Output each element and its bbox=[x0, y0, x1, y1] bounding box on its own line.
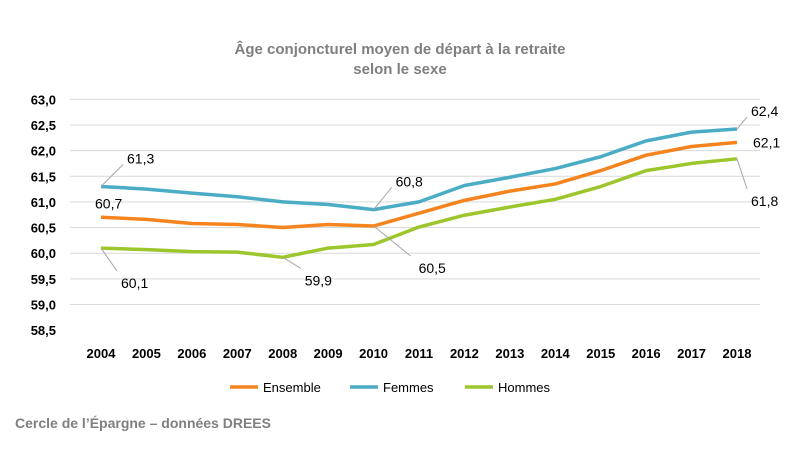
x-tick-label: 2007 bbox=[223, 346, 252, 361]
y-tick-label: 59,5 bbox=[31, 272, 56, 287]
legend-label: Femmes bbox=[383, 380, 434, 395]
data-label: 60,1 bbox=[121, 275, 148, 291]
y-tick-label: 60,5 bbox=[31, 221, 56, 236]
leader-line bbox=[100, 247, 118, 272]
data-label: 62,4 bbox=[751, 103, 778, 119]
x-tick-label: 2006 bbox=[177, 346, 206, 361]
leader-line bbox=[736, 116, 748, 130]
y-tick-label: 63,0 bbox=[31, 92, 56, 107]
x-tick-label: 2015 bbox=[586, 346, 615, 361]
x-tick-label: 2018 bbox=[723, 346, 752, 361]
y-tick-label: 59,0 bbox=[31, 298, 56, 313]
x-tick-label: 2012 bbox=[450, 346, 479, 361]
x-tick-label: 2013 bbox=[495, 346, 524, 361]
y-tick-label: 61,5 bbox=[31, 169, 56, 184]
x-tick-label: 2008 bbox=[268, 346, 297, 361]
leader-line bbox=[100, 164, 124, 187]
y-tick-label: 62,0 bbox=[31, 144, 56, 159]
x-tick-label: 2010 bbox=[359, 346, 388, 361]
leader-line bbox=[373, 187, 392, 210]
series-line-hommes bbox=[100, 157, 738, 260]
chart-title: Âge conjoncturel moyen de départ à la re… bbox=[235, 40, 566, 58]
leader-line bbox=[373, 225, 411, 257]
data-label: 61,3 bbox=[127, 151, 154, 167]
data-label: 60,8 bbox=[396, 174, 423, 190]
data-label: 60,5 bbox=[419, 260, 446, 276]
series-line-ensemble bbox=[100, 140, 738, 230]
y-tick-label: 60,0 bbox=[31, 246, 56, 261]
y-tick-label: 58,5 bbox=[31, 323, 56, 338]
x-tick-label: 2014 bbox=[541, 346, 571, 361]
source-note: Cercle de l’Épargne – données DREES bbox=[15, 415, 271, 431]
x-tick-label: 2017 bbox=[677, 346, 706, 361]
series-line-femmes bbox=[100, 127, 738, 212]
legend-label: Ensemble bbox=[263, 380, 321, 395]
chart-subtitle: selon le sexe bbox=[353, 61, 446, 78]
legend-label: Hommes bbox=[498, 380, 551, 395]
data-label: 61,8 bbox=[751, 193, 778, 209]
x-tick-label: 2016 bbox=[632, 346, 661, 361]
data-label: 60,7 bbox=[95, 195, 122, 211]
y-tick-label: 61,0 bbox=[31, 195, 56, 210]
leader-line bbox=[282, 256, 301, 269]
x-tick-label: 2005 bbox=[132, 346, 161, 361]
leader-line bbox=[736, 158, 748, 189]
x-tick-label: 2011 bbox=[405, 346, 433, 361]
x-tick-label: 2009 bbox=[314, 346, 343, 361]
y-tick-label: 62,5 bbox=[31, 118, 56, 133]
data-label: 59,9 bbox=[305, 272, 332, 288]
x-tick-label: 2004 bbox=[87, 346, 117, 361]
data-label: 62,1 bbox=[753, 134, 780, 150]
